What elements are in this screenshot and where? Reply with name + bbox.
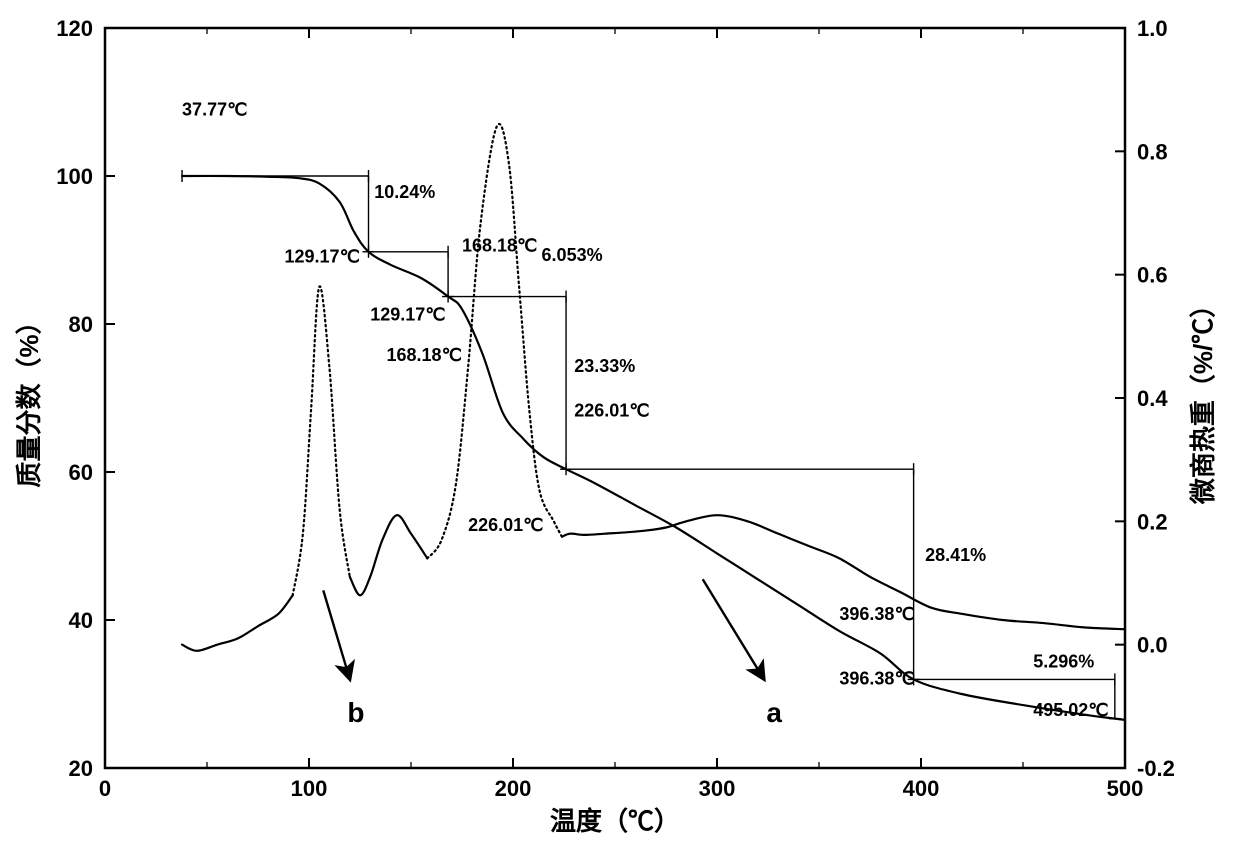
x-tick-label: 100 <box>291 776 328 801</box>
yl-tick-label: 60 <box>69 460 93 485</box>
annotation-8: 226.01℃ <box>574 401 649 421</box>
yr-tick-label: 0.2 <box>1137 509 1168 534</box>
x-tick-label: 200 <box>495 776 532 801</box>
series-pointer-a <box>703 579 764 679</box>
annotation-5: 129.17℃ <box>370 304 445 324</box>
x-tick-label: 400 <box>903 776 940 801</box>
x-axis-label: 温度（℃） <box>550 806 680 836</box>
x-tick-label: 300 <box>699 776 736 801</box>
yl-tick-label: 100 <box>56 164 93 189</box>
yl-tick-label: 80 <box>69 312 93 337</box>
annotation-4: 6.053% <box>542 245 603 265</box>
annotation-10: 28.41% <box>925 545 986 565</box>
series-label-a: a <box>766 697 782 728</box>
yr-tick-label: 0.8 <box>1137 139 1168 164</box>
annotation-7: 23.33% <box>574 356 635 376</box>
curve-b-dtg <box>182 595 293 651</box>
annotation-0: 37.77℃ <box>182 99 247 119</box>
step-marker-1 <box>369 246 455 297</box>
annotation-12: 5.296% <box>1033 651 1094 671</box>
yl-tick-label: 20 <box>69 756 93 781</box>
yr-tick-label: 1.0 <box>1137 16 1168 41</box>
yr-tick-label: 0.0 <box>1137 633 1168 658</box>
x-tick-label: 0 <box>99 776 111 801</box>
curve-b-dtg <box>293 286 350 595</box>
series-label-b: b <box>347 697 364 728</box>
yr-tick-label: 0.4 <box>1137 386 1168 411</box>
tga-dtg-chart: 010020030040050020406080100120-0.20.00.2… <box>0 0 1240 849</box>
annotation-6: 168.18℃ <box>387 345 462 365</box>
curve-b-dtg <box>350 515 428 595</box>
yl-tick-label: 40 <box>69 608 93 633</box>
y-left-axis-label: 质量分数（%） <box>14 308 44 487</box>
yr-tick-label: -0.2 <box>1137 756 1175 781</box>
chart-svg: 010020030040050020406080100120-0.20.00.2… <box>0 0 1240 849</box>
annotation-3: 168.18℃ <box>462 235 537 255</box>
yl-tick-label: 120 <box>56 16 93 41</box>
y-right-axis-label: 微商热重（%/℃） <box>1188 292 1218 505</box>
annotation-9: 226.01℃ <box>468 515 543 535</box>
annotation-2: 129.17℃ <box>285 247 360 267</box>
annotation-1: 10.24% <box>374 182 435 202</box>
yr-tick-label: 0.6 <box>1137 263 1168 288</box>
series-pointer-b <box>323 590 350 679</box>
curve-b-dtg <box>427 124 562 558</box>
annotation-11: 396.38℃ <box>839 604 914 624</box>
annotation-14: 495.02℃ <box>1033 700 1108 720</box>
plot-frame <box>105 28 1125 768</box>
annotation-13: 396.38℃ <box>839 668 914 688</box>
